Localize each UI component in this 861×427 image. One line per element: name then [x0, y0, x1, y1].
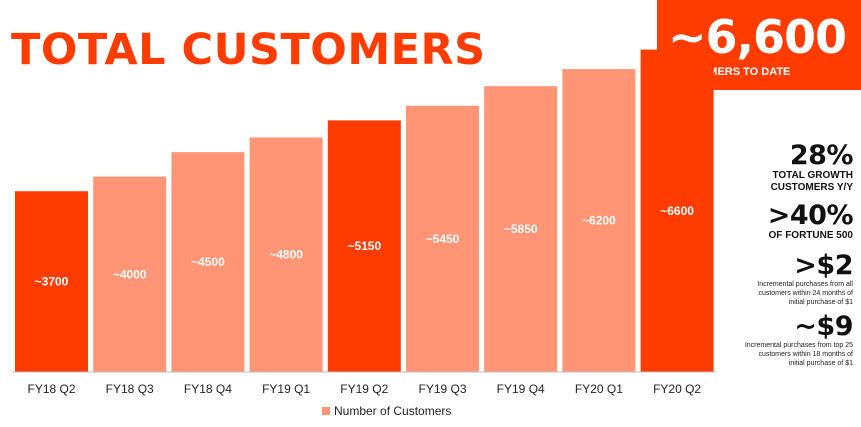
data-label: ~6600: [660, 204, 694, 218]
data-label: ~5150: [347, 239, 381, 253]
stat-growth: 28% TOTAL GROWTH CUSTOMERS Y/Y: [743, 140, 854, 194]
stat-growth-value: 28%: [789, 140, 854, 171]
x-tick-label: FY18 Q2: [27, 382, 75, 396]
data-label: ~5850: [504, 222, 538, 236]
stat-fortune-label: OF FORTUNE 500: [768, 230, 853, 241]
bar: [562, 69, 636, 372]
data-label: ~4500: [191, 255, 225, 269]
bar-chart: ~3700 FY18 Q2 ~4000 FY18 Q3 ~4500 FY18 Q4 ~480…: [13, 49, 716, 418]
page-title: TOTAL CUSTOMERS: [11, 25, 486, 75]
bar: [406, 105, 479, 372]
x-tick-label: FY20 Q1: [575, 382, 623, 396]
bar: [484, 86, 558, 372]
stat-fortune: >40% OF FORTUNE 500: [767, 200, 854, 242]
bar: [171, 152, 245, 372]
x-tick-label: FY19 Q2: [340, 382, 388, 396]
stat-incremental-top-value: ~$9: [794, 311, 853, 342]
x-tick-label: FY19 Q4: [497, 382, 545, 396]
legend-swatch: [322, 407, 330, 415]
bar: [640, 49, 714, 373]
x-tick-label: FY20 Q2: [653, 382, 701, 396]
legend-label: Number of Customers: [334, 404, 451, 418]
bar: [15, 191, 88, 372]
stat-fortune-value: >40%: [767, 200, 854, 231]
x-tick-label: FY19 Q3: [418, 382, 466, 396]
stat-growth-label: TOTAL GROWTH CUSTOMERS Y/Y: [770, 170, 853, 193]
stat-incremental-top: ~$9 Incremental purchases from top 25 cu…: [743, 311, 854, 368]
bar: [249, 137, 323, 372]
stat-incremental-all: >$2 Incremental purchases from all custo…: [741, 252, 853, 307]
data-label: ~3700: [35, 275, 69, 289]
stat-incremental-all-note: Incremental purchases from all customers…: [757, 281, 853, 306]
stat-incremental-top-note: Incremental purchases from top 25 custom…: [744, 342, 853, 367]
bar: [93, 176, 167, 372]
data-label: ~4000: [113, 267, 147, 281]
data-label: ~6200: [582, 214, 616, 228]
bar: [327, 120, 401, 372]
data-label: ~5450: [426, 232, 460, 246]
stat-incremental-all-value: >$2: [794, 250, 853, 281]
data-label: ~4800: [269, 248, 303, 262]
x-tick-label: FY18 Q3: [106, 382, 154, 396]
x-tick-label: FY19 Q1: [262, 382, 310, 396]
x-tick-label: FY18 Q4: [184, 382, 232, 396]
